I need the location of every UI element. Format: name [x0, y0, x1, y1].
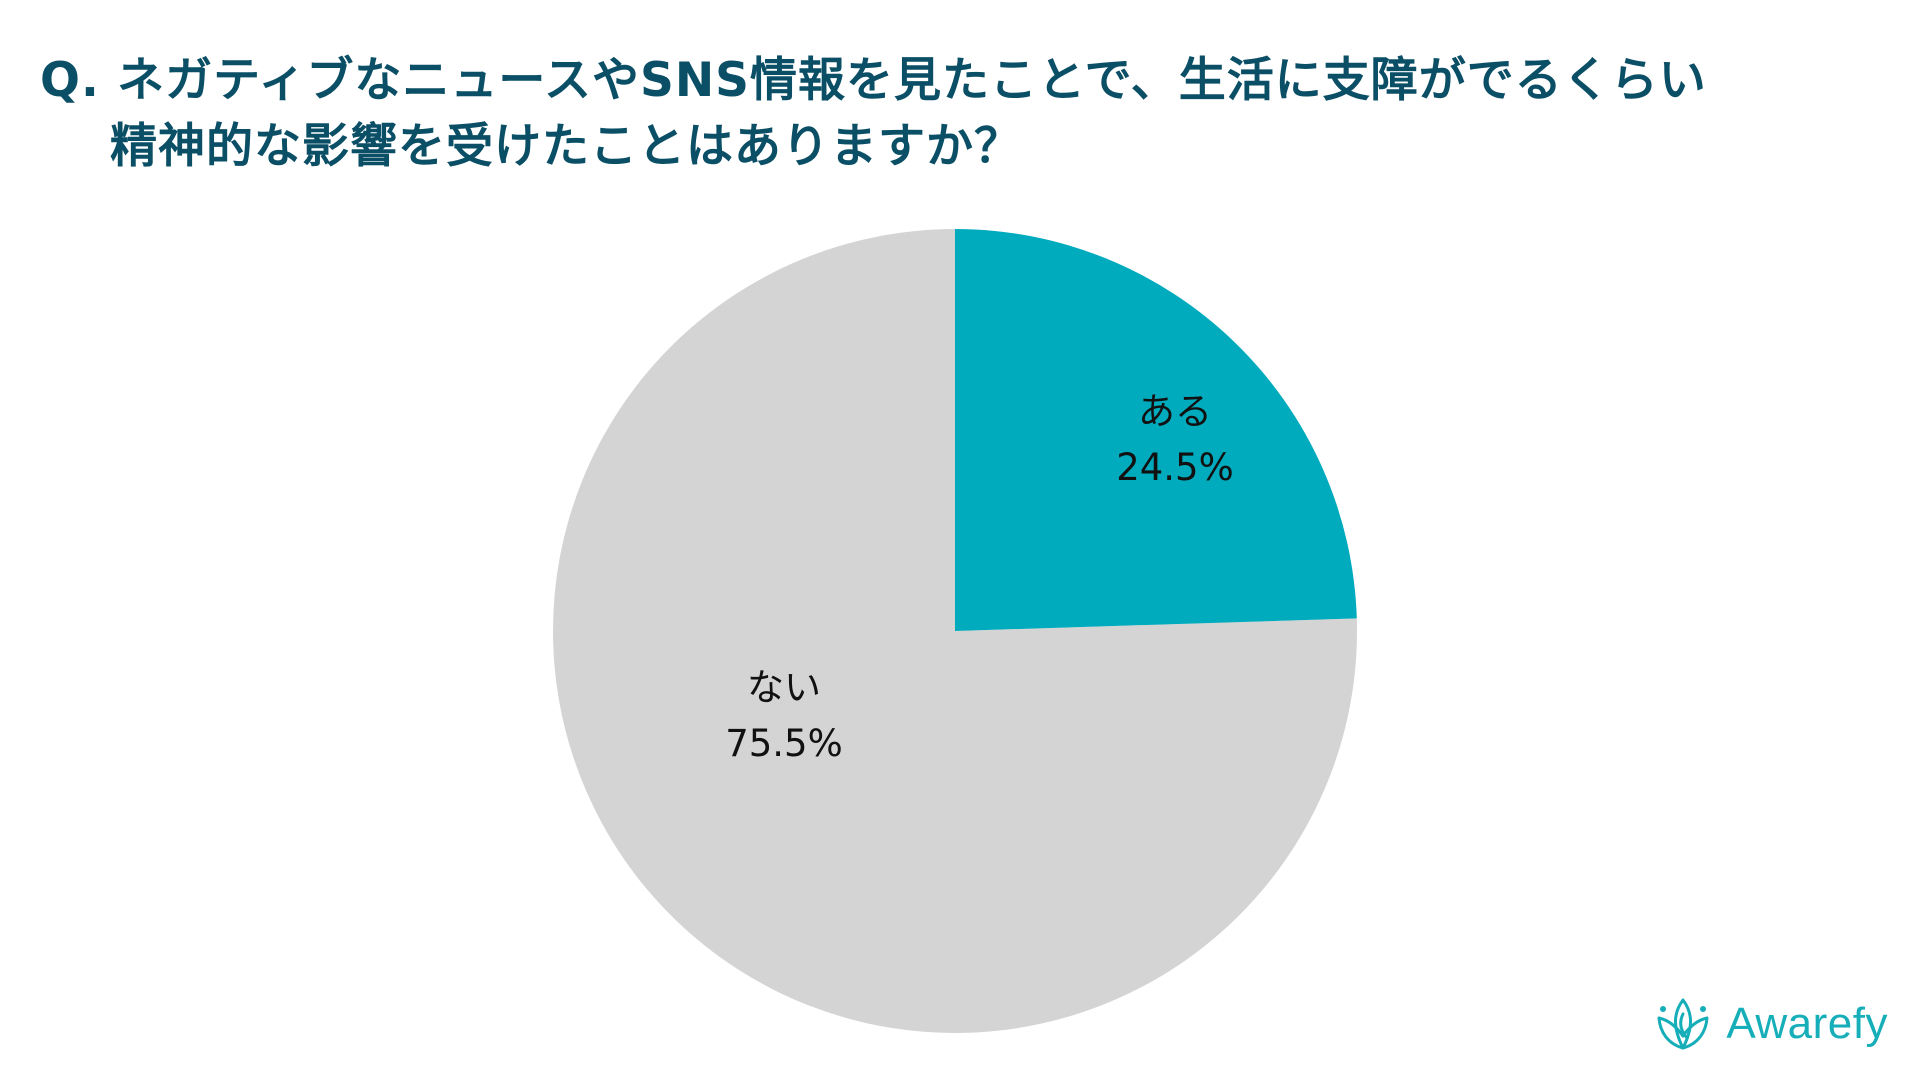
slice-label-no: ない 75.5%: [684, 660, 884, 772]
chart-title: Q. ネガティブなニュースやSNS情報を見たことで、生活に支障がでるくらい 精神…: [40, 48, 1707, 180]
logo-text: Awarefy: [1726, 999, 1888, 1048]
awarefy-logo: Awarefy: [1654, 996, 1888, 1052]
slice-label-yes-value: 24.5%: [1116, 446, 1234, 489]
pie-slice-yes: [955, 229, 1357, 631]
title-line-1: Q. ネガティブなニュースやSNS情報を見たことで、生活に支障がでるくらい: [40, 53, 1707, 108]
slice-label-yes-name: ある: [1138, 390, 1212, 433]
slice-label-yes: ある 24.5%: [1075, 384, 1275, 496]
lotus-icon: [1657, 998, 1709, 1050]
title-line-2: 精神的な影響を受けたことはありますか？: [110, 119, 1022, 174]
slice-label-no-value: 75.5%: [725, 722, 843, 765]
slice-label-no-name: ない: [747, 666, 821, 709]
